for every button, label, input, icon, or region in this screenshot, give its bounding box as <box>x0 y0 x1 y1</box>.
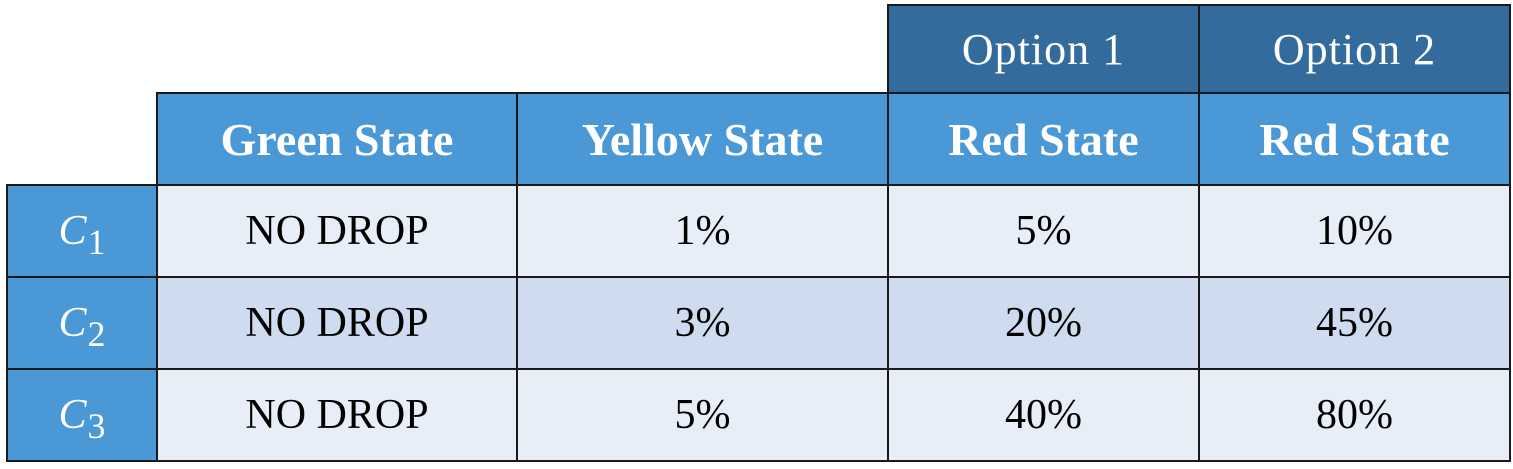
table-cell: 80% <box>1198 368 1511 462</box>
table-cell: NO DROP <box>156 368 518 462</box>
table-row-c1: C1 NO DROP 1% 5% 10% <box>6 184 1511 278</box>
option-header-row: Option 1 Option 2 <box>7 4 1511 94</box>
row-label-symbol: C <box>58 208 87 254</box>
table-cell: 10% <box>1198 184 1511 278</box>
table-cell: 1% <box>516 184 889 278</box>
red-state-option-2-header: Red State <box>1198 92 1511 186</box>
table-cell: NO DROP <box>156 184 518 278</box>
table-cell: NO DROP <box>156 276 518 370</box>
option-2-header: Option 2 <box>1198 4 1511 94</box>
table-row-c2: C2 NO DROP 3% 20% 45% <box>6 276 1511 370</box>
table-cell: 40% <box>887 368 1200 462</box>
corner-cell <box>7 93 157 185</box>
option-1-header: Option 1 <box>887 4 1200 94</box>
red-state-option-1-header: Red State <box>887 92 1200 186</box>
empty-header-space <box>7 5 888 93</box>
drop-probability-table: Option 1 Option 2 Green State Yellow Sta… <box>6 4 1511 462</box>
row-label-symbol: C <box>58 392 87 438</box>
row-label-c1: C1 <box>6 184 158 278</box>
table-cell: 5% <box>887 184 1200 278</box>
row-label-symbol: C <box>58 300 87 346</box>
row-label-subscript: 2 <box>87 314 106 354</box>
row-label-c2: C2 <box>6 276 158 370</box>
row-label-subscript: 1 <box>87 222 106 262</box>
table-row-c3: C3 NO DROP 5% 40% 80% <box>6 368 1511 462</box>
table-cell: 20% <box>887 276 1200 370</box>
state-header-row: Green State Yellow State Red State Red S… <box>7 92 1511 186</box>
green-state-header: Green State <box>156 92 518 186</box>
row-label-subscript: 3 <box>87 406 106 446</box>
table-cell: 3% <box>516 276 889 370</box>
table-cell: 45% <box>1198 276 1511 370</box>
yellow-state-header: Yellow State <box>516 92 889 186</box>
row-label-c3: C3 <box>6 368 158 462</box>
table-cell: 5% <box>516 368 889 462</box>
